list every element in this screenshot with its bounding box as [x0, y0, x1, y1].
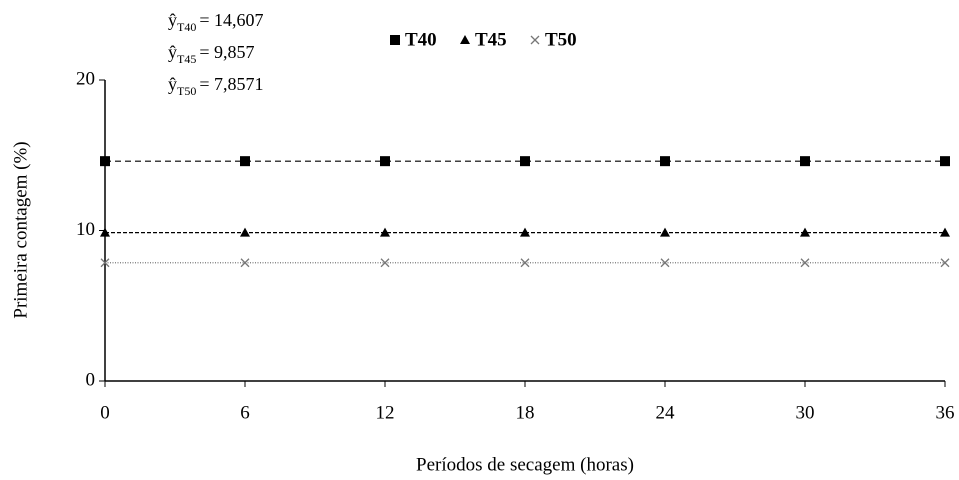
marker [940, 258, 950, 268]
equation-value: = 14,607 [199, 10, 263, 30]
equation-value: = 9,857 [199, 42, 254, 62]
x-tick-label: 24 [656, 402, 676, 423]
x-tick-label: 36 [936, 402, 955, 423]
y-tick-label: 20 [76, 68, 95, 89]
marker [520, 156, 530, 167]
marker [390, 35, 400, 45]
marker [460, 35, 470, 44]
equation-symbol: ŷ [168, 42, 177, 62]
equation-value: = 7,8571 [199, 74, 263, 94]
y-axis-label: Primeira contagem (%) [10, 141, 31, 318]
equation: ŷT40 = 14,607 [168, 10, 264, 34]
equation-symbol: ŷ [168, 74, 177, 94]
x-tick-label: 18 [516, 402, 535, 423]
marker [100, 227, 110, 237]
equation: ŷT45 = 9,857 [168, 42, 255, 66]
equation: ŷT50 = 7,8571 [168, 74, 264, 98]
marker [660, 258, 670, 268]
marker [800, 258, 810, 268]
marker [800, 156, 810, 167]
legend-label: T40 [405, 29, 437, 50]
marker [240, 258, 250, 268]
legend-label: T50 [545, 29, 577, 50]
marker [530, 35, 540, 45]
marker [660, 156, 670, 167]
x-tick-label: 30 [796, 402, 815, 423]
x-tick-label: 0 [100, 402, 110, 423]
marker [660, 227, 670, 237]
marker [520, 227, 530, 237]
marker [240, 156, 250, 167]
y-tick-label: 10 [76, 219, 95, 240]
marker [520, 258, 530, 268]
marker [940, 227, 950, 237]
marker [100, 156, 110, 167]
equation-subscript: T50 [177, 84, 196, 98]
marker [380, 258, 390, 268]
equation-symbol: ŷ [168, 10, 177, 30]
marker [380, 227, 390, 237]
x-tick-label: 6 [240, 402, 250, 423]
marker [940, 156, 950, 167]
marker [800, 227, 810, 237]
marker [100, 258, 110, 268]
marker [240, 227, 250, 237]
equation-subscript: T45 [177, 52, 196, 66]
marker [380, 156, 390, 167]
x-tick-label: 12 [376, 402, 395, 423]
equation-subscript: T40 [177, 20, 196, 34]
y-tick-label: 0 [86, 369, 96, 390]
legend-label: T45 [475, 29, 507, 50]
x-axis-label: Períodos de secagem (horas) [416, 454, 634, 475]
